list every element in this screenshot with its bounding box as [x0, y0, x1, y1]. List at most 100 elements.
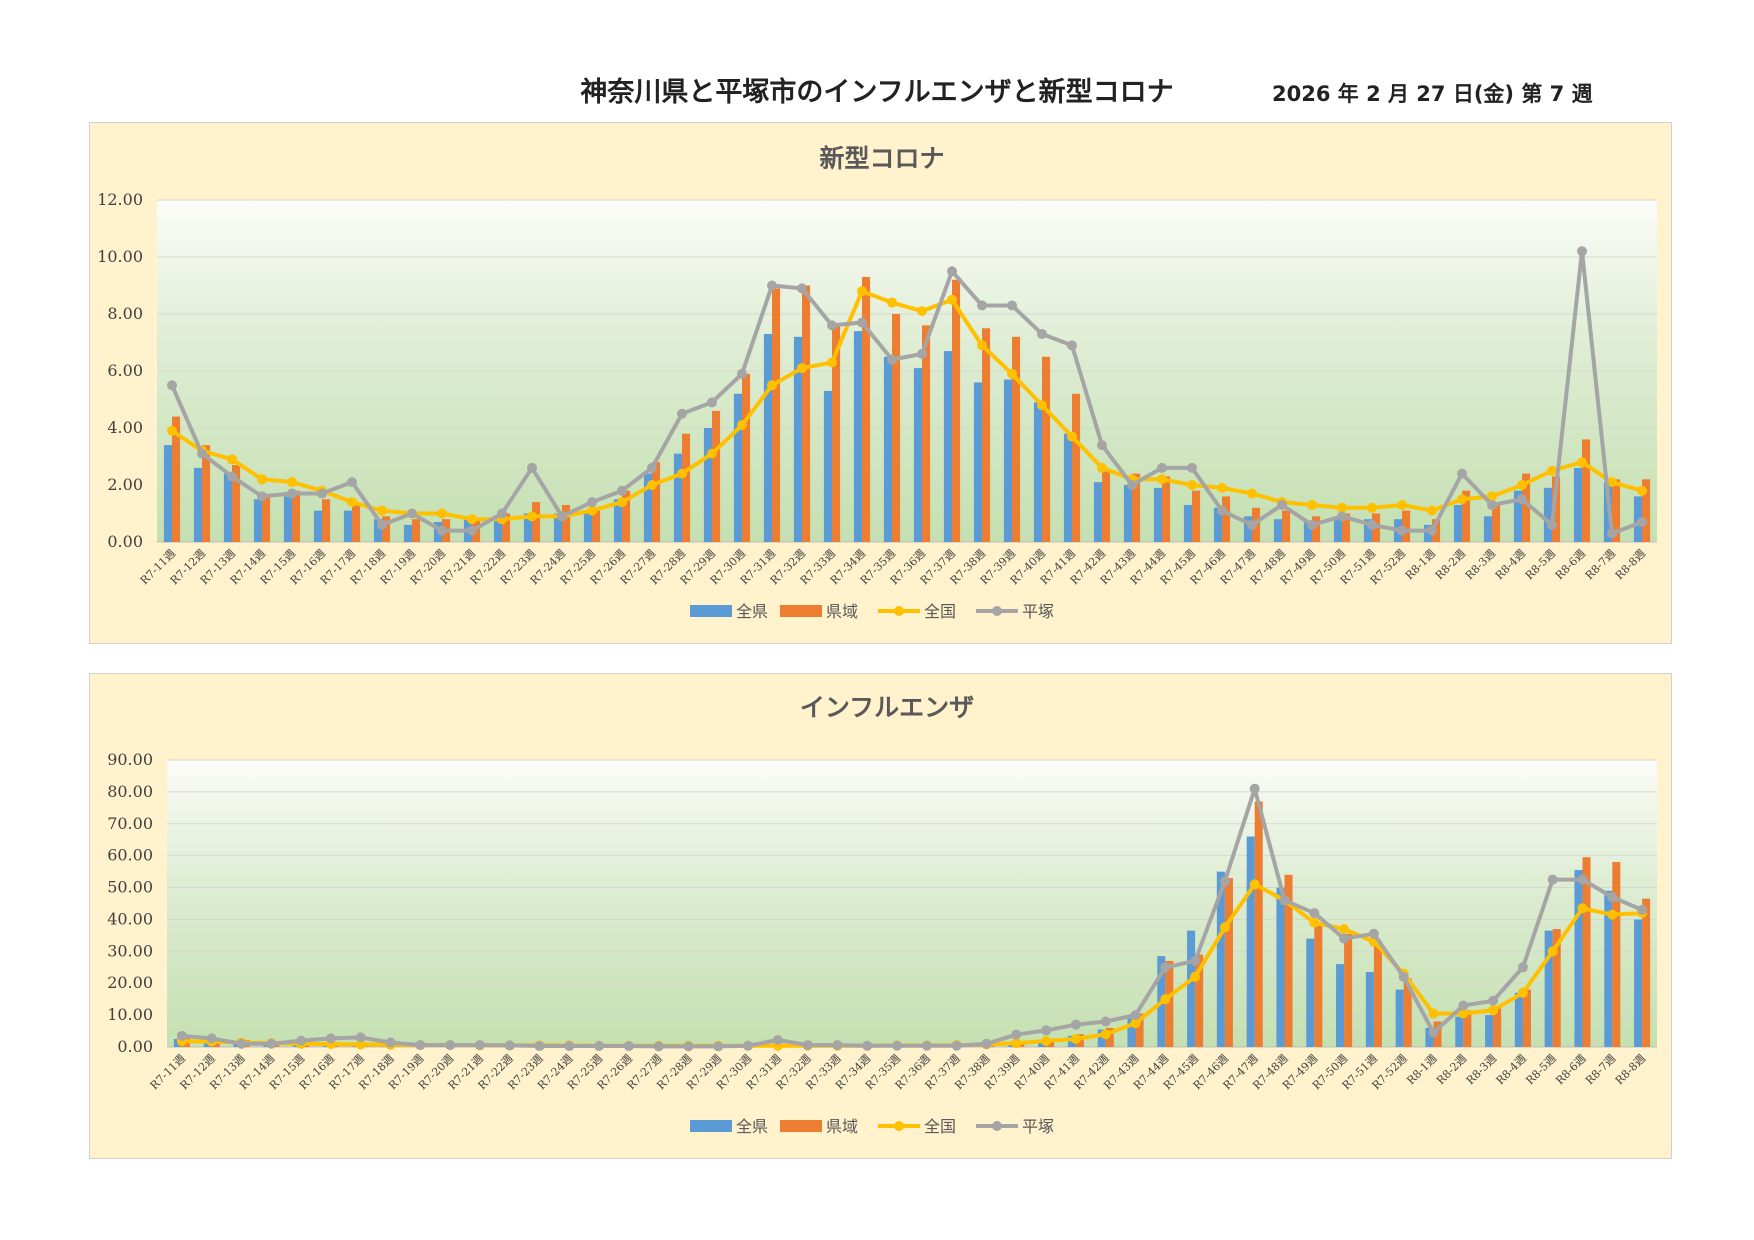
- bar-県域: [1492, 504, 1501, 542]
- point-全国: [1458, 1008, 1469, 1019]
- bar-全県: [673, 453, 682, 542]
- point-平塚: [797, 283, 807, 294]
- y-tick-label: 4.00: [107, 418, 143, 437]
- point-全国: [1517, 987, 1528, 998]
- point-全国: [1547, 946, 1558, 957]
- bar-県域: [352, 504, 361, 542]
- x-tick-label: R8-3週: [1464, 1052, 1499, 1087]
- bar-全県: [1363, 519, 1372, 542]
- point-平塚: [1337, 511, 1347, 522]
- point-平塚: [917, 348, 927, 359]
- covid-chart: 新型コロナ0.002.004.006.008.0010.0012.00R7-11…: [97, 144, 1657, 621]
- bar-全県: [1127, 1018, 1136, 1047]
- bar-県域: [1582, 857, 1591, 1047]
- point-全国: [1187, 480, 1197, 490]
- point-全国: [647, 480, 657, 490]
- bar-県域: [532, 502, 541, 542]
- point-平塚: [287, 488, 297, 499]
- x-tick-label: R8-5週: [1523, 1052, 1558, 1087]
- bar-全県: [1213, 507, 1222, 542]
- point-平塚: [1127, 480, 1137, 490]
- bar-全県: [943, 351, 952, 542]
- point-平塚: [377, 519, 387, 530]
- bar-県域: [1165, 960, 1174, 1047]
- point-平塚: [1577, 874, 1588, 885]
- point-平塚: [1309, 908, 1320, 919]
- point-平塚: [437, 525, 447, 536]
- bar-全県: [1033, 402, 1042, 542]
- legend-swatch-全県: [690, 1120, 732, 1132]
- bar-県域: [502, 513, 511, 542]
- plot-area: [167, 760, 1657, 1047]
- bar-県域: [412, 519, 421, 542]
- point-全国: [355, 1039, 366, 1050]
- bar-県域: [1552, 929, 1561, 1047]
- point-全国: [857, 286, 867, 297]
- point-平塚: [1607, 528, 1617, 539]
- legend-swatch-県域: [780, 1120, 822, 1132]
- line-平塚: [170, 249, 1643, 536]
- point-全国: [1037, 400, 1047, 411]
- point-平塚: [1007, 300, 1017, 311]
- bar-全県: [1243, 516, 1252, 542]
- bar-県域: [802, 285, 811, 542]
- point-平塚: [1130, 1010, 1141, 1021]
- point-平塚: [534, 1041, 545, 1052]
- x-tick-label: R8-1週: [1403, 547, 1438, 582]
- x-tick-label: R8-6週: [1553, 1052, 1588, 1087]
- point-全国: [1157, 474, 1167, 485]
- bar-全県: [1453, 504, 1462, 542]
- point-全国: [1100, 1029, 1111, 1040]
- bar-全県: [1153, 487, 1162, 542]
- point-平塚: [1037, 328, 1047, 339]
- x-tick-label: R8-6週: [1553, 547, 1588, 582]
- point-平塚: [197, 448, 207, 459]
- point-平塚: [587, 497, 597, 508]
- point-平塚: [1637, 904, 1648, 915]
- point-平塚: [415, 1040, 426, 1051]
- bar-県域: [862, 276, 871, 542]
- point-平塚: [617, 485, 627, 496]
- point-全国: [1547, 465, 1557, 476]
- point-全国: [1577, 903, 1588, 914]
- y-tick-label: 50.00: [107, 878, 153, 897]
- bar-県域: [1373, 941, 1382, 1047]
- y-tick-label: 90.00: [107, 750, 153, 769]
- point-平塚: [407, 508, 417, 519]
- bar-県域: [1012, 336, 1021, 542]
- bar-全県: [1455, 1016, 1464, 1047]
- y-tick-label: 80.00: [107, 782, 153, 801]
- point-平塚: [977, 300, 987, 311]
- point-平塚: [167, 380, 177, 391]
- legend-marker-平塚: [992, 1121, 1002, 1131]
- bar-全県: [733, 393, 742, 542]
- point-平塚: [1517, 962, 1528, 973]
- point-平塚: [862, 1040, 873, 1051]
- bar-県域: [1254, 801, 1263, 1047]
- point-全国: [677, 468, 687, 479]
- bar-全県: [1093, 482, 1102, 542]
- bar-県域: [952, 279, 961, 542]
- bar-県域: [1284, 874, 1293, 1047]
- bar-県域: [892, 314, 901, 542]
- influenza-chart-panel: インフルエンザ 0.00 10.00 20.00 30.00 40.00 50.00 60.0…: [89, 673, 1672, 1159]
- bar-県域: [1612, 862, 1621, 1047]
- point-平塚: [1217, 505, 1227, 516]
- point-全国: [1337, 502, 1347, 513]
- legend-label: 平塚: [1022, 602, 1054, 621]
- bar-県域: [1042, 356, 1051, 542]
- point-平塚: [564, 1041, 575, 1052]
- bar-全県: [493, 516, 502, 542]
- point-平塚: [1637, 517, 1647, 528]
- legend-label: 全県: [736, 1117, 768, 1136]
- point-全国: [287, 477, 297, 488]
- bar-全県: [1544, 930, 1553, 1047]
- bar-県域: [1132, 473, 1141, 542]
- x-tick-label: R8-2週: [1434, 1052, 1469, 1087]
- bar-県域: [1195, 954, 1204, 1047]
- point-平塚: [1041, 1025, 1052, 1036]
- point-全国: [947, 294, 957, 305]
- bar-全県: [1333, 519, 1342, 542]
- point-平塚: [227, 471, 237, 482]
- point-全国: [437, 508, 447, 519]
